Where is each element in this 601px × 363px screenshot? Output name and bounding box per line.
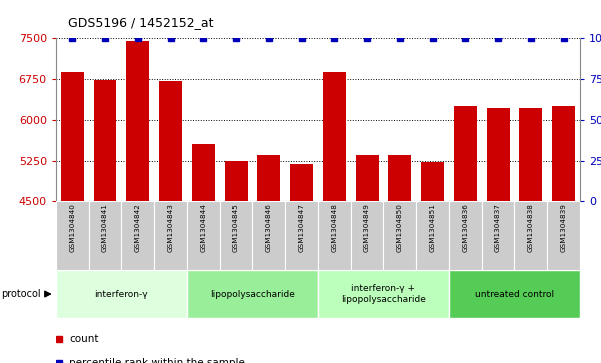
Text: GSM1304840: GSM1304840	[69, 204, 75, 252]
Bar	[285, 201, 318, 270]
Text: GSM1304847: GSM1304847	[299, 204, 305, 252]
Bar	[351, 201, 383, 270]
Bar	[192, 144, 215, 363]
Bar	[154, 201, 187, 270]
Bar	[514, 201, 548, 270]
Text: untreated control: untreated control	[475, 290, 554, 298]
Bar	[121, 201, 154, 270]
Bar	[89, 201, 121, 270]
Bar	[220, 201, 252, 270]
Text: GSM1304837: GSM1304837	[495, 204, 501, 252]
Bar	[187, 201, 220, 270]
Bar	[454, 106, 477, 363]
Bar	[56, 201, 89, 270]
Text: GSM1304843: GSM1304843	[168, 204, 174, 252]
Bar	[383, 201, 416, 270]
Bar	[449, 201, 482, 270]
Text: GSM1304849: GSM1304849	[364, 204, 370, 252]
Bar	[187, 270, 318, 318]
Bar	[548, 201, 580, 270]
Bar	[126, 41, 149, 363]
Bar	[482, 201, 514, 270]
Text: count: count	[69, 334, 99, 344]
Bar	[290, 164, 313, 363]
Bar	[416, 201, 449, 270]
Text: GSM1304839: GSM1304839	[561, 204, 567, 252]
Text: GSM1304851: GSM1304851	[430, 204, 436, 252]
Text: GSM1304850: GSM1304850	[397, 204, 403, 252]
Bar	[323, 73, 346, 363]
Bar	[487, 108, 510, 363]
Bar	[449, 270, 580, 318]
Bar	[356, 155, 379, 363]
Bar	[252, 201, 285, 270]
Bar	[318, 201, 351, 270]
Text: interferon-γ +
lipopolysaccharide: interferon-γ + lipopolysaccharide	[341, 284, 426, 304]
Bar	[56, 270, 187, 318]
Text: interferon-γ: interferon-γ	[94, 290, 148, 298]
Bar	[388, 155, 411, 363]
Text: protocol: protocol	[1, 289, 41, 299]
Text: GSM1304836: GSM1304836	[462, 204, 468, 252]
Text: lipopolysaccharide: lipopolysaccharide	[210, 290, 295, 298]
Bar	[519, 108, 542, 363]
Text: percentile rank within the sample: percentile rank within the sample	[69, 358, 245, 363]
Bar	[94, 80, 117, 363]
Text: GSM1304841: GSM1304841	[102, 204, 108, 252]
Text: GSM1304838: GSM1304838	[528, 204, 534, 252]
Text: GSM1304845: GSM1304845	[233, 204, 239, 252]
Bar	[421, 162, 444, 363]
Bar	[257, 155, 280, 363]
Bar	[318, 270, 449, 318]
Text: GSM1304842: GSM1304842	[135, 204, 141, 252]
Text: GSM1304848: GSM1304848	[331, 204, 337, 252]
Bar	[61, 72, 84, 363]
Text: GSM1304844: GSM1304844	[200, 204, 206, 252]
Text: GDS5196 / 1452152_at: GDS5196 / 1452152_at	[68, 16, 213, 29]
Bar	[225, 161, 248, 363]
Bar	[159, 81, 182, 363]
Text: GSM1304846: GSM1304846	[266, 204, 272, 252]
Bar	[552, 106, 575, 363]
